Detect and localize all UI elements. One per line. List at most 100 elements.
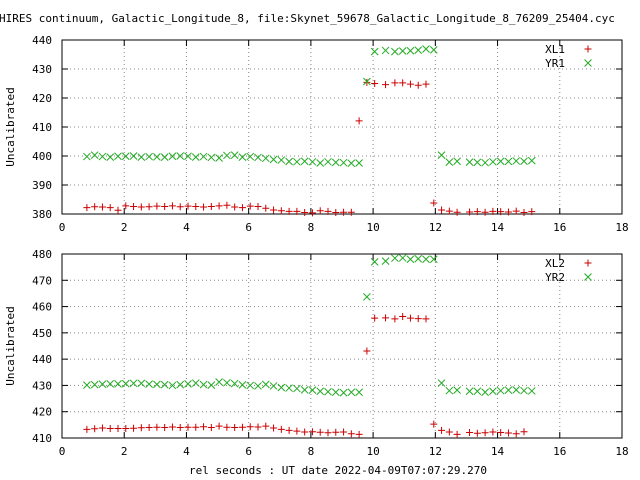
y-tick-label: 440 — [32, 353, 52, 366]
data-point-YR2 — [347, 388, 356, 397]
data-point-XL1 — [528, 208, 536, 216]
data-point-YR1 — [98, 152, 107, 161]
data-point-XL2 — [512, 430, 520, 438]
data-point-YR2 — [520, 386, 528, 395]
data-point-YR1 — [238, 153, 247, 162]
data-point-XL2 — [83, 425, 91, 433]
data-point-YR1 — [370, 47, 379, 56]
data-point-XL1 — [207, 202, 215, 210]
data-point-XL1 — [137, 203, 145, 211]
data-point-XL2 — [301, 428, 309, 436]
data-point-XL2 — [355, 430, 363, 438]
data-point-XL1 — [91, 203, 99, 211]
data-point-YR2 — [527, 387, 536, 395]
data-point-YR2 — [496, 386, 505, 395]
data-point-XL1 — [504, 208, 512, 216]
data-point-XL1 — [200, 203, 208, 211]
data-point-XL2 — [176, 423, 184, 431]
data-point-XL1 — [347, 208, 355, 216]
data-point-XL1 — [83, 204, 91, 212]
data-point-XL1 — [238, 204, 246, 212]
x-tick-label: 6 — [245, 221, 252, 234]
data-point-YR2 — [414, 254, 423, 263]
data-point-XL1 — [106, 204, 114, 212]
x-tick-label: 0 — [59, 221, 66, 234]
data-point-YR2 — [98, 380, 107, 388]
plot-frame — [61, 253, 623, 439]
data-point-YR1 — [277, 156, 286, 164]
data-point-XL1 — [430, 199, 438, 207]
data-point-YR2 — [168, 381, 177, 390]
data-point-XL2 — [308, 428, 316, 436]
data-point-YR2 — [121, 379, 130, 388]
data-point-XL2 — [332, 428, 340, 436]
data-point-XL1 — [438, 206, 446, 214]
data-point-YR1 — [254, 153, 262, 162]
data-point-YR2 — [324, 387, 332, 396]
data-point-XL2 — [422, 315, 430, 323]
data-point-YR1 — [246, 152, 255, 161]
data-point-XL2 — [91, 425, 99, 433]
data-point-XL2 — [504, 429, 512, 437]
data-point-XL2 — [98, 424, 106, 432]
x-tick-label: 18 — [615, 445, 628, 458]
data-point-XL2 — [270, 424, 278, 432]
data-point-YR1 — [527, 156, 536, 165]
data-point-XL1 — [497, 208, 505, 216]
data-point-XL2 — [277, 425, 285, 433]
data-point-XL1 — [130, 202, 138, 210]
data-point-YR2 — [331, 388, 340, 397]
data-point-YR1 — [406, 46, 415, 55]
data-point-XL2 — [215, 422, 223, 430]
data-point-XL2 — [114, 425, 122, 433]
data-point-XL2 — [406, 314, 414, 322]
y-tick-label: 460 — [32, 301, 52, 314]
data-point-YR1 — [168, 152, 177, 161]
data-point-YR1 — [285, 157, 293, 166]
data-point-YR2 — [512, 386, 521, 394]
x-tick-label: 12 — [429, 221, 442, 234]
data-point-YR1 — [481, 158, 489, 167]
y-tick-label: 440 — [32, 34, 52, 47]
data-point-XL2 — [347, 430, 355, 438]
data-point-XL1 — [98, 203, 106, 211]
data-point-XL2 — [340, 428, 348, 436]
data-point-XL2 — [324, 429, 332, 437]
data-point-YR1 — [316, 159, 325, 167]
data-point-XL1 — [301, 209, 309, 217]
data-point-YR1 — [339, 158, 348, 167]
x-tick-label: 10 — [366, 221, 379, 234]
data-point-YR1 — [489, 157, 497, 166]
data-point-YR1 — [160, 153, 169, 162]
data-point-YR1 — [520, 157, 528, 166]
data-point-XL1 — [340, 208, 348, 216]
data-point-XL1 — [406, 80, 414, 88]
data-point-YR2 — [184, 379, 192, 388]
data-point-XL2 — [184, 423, 192, 431]
data-point-XL1 — [277, 207, 285, 215]
data-point-XL2 — [285, 426, 293, 434]
data-point-YR2 — [481, 388, 489, 397]
series-XL2 — [83, 313, 528, 438]
data-point-XL1 — [270, 206, 278, 214]
data-point-YR2 — [363, 292, 371, 301]
data-point-YR2 — [191, 379, 200, 387]
data-point-YR2 — [473, 387, 482, 396]
data-point-YR1 — [391, 47, 399, 56]
data-point-YR2 — [277, 383, 286, 392]
data-point-YR1 — [90, 151, 99, 159]
data-point-XL1 — [184, 202, 192, 210]
data-point-XL2 — [497, 428, 505, 436]
data-point-XL1 — [363, 78, 371, 86]
data-point-XL2 — [145, 423, 153, 431]
data-point-YR1 — [381, 46, 390, 55]
data-point-YR1 — [465, 158, 474, 166]
data-point-YR1 — [269, 155, 278, 164]
data-point-YR2 — [176, 380, 185, 389]
data-point-XL1 — [254, 202, 262, 210]
data-point-XL1 — [520, 209, 528, 217]
data-point-YR2 — [293, 384, 301, 393]
data-point-YR1 — [300, 157, 309, 166]
data-point-XL1 — [161, 202, 169, 210]
data-point-XL1 — [122, 202, 130, 210]
